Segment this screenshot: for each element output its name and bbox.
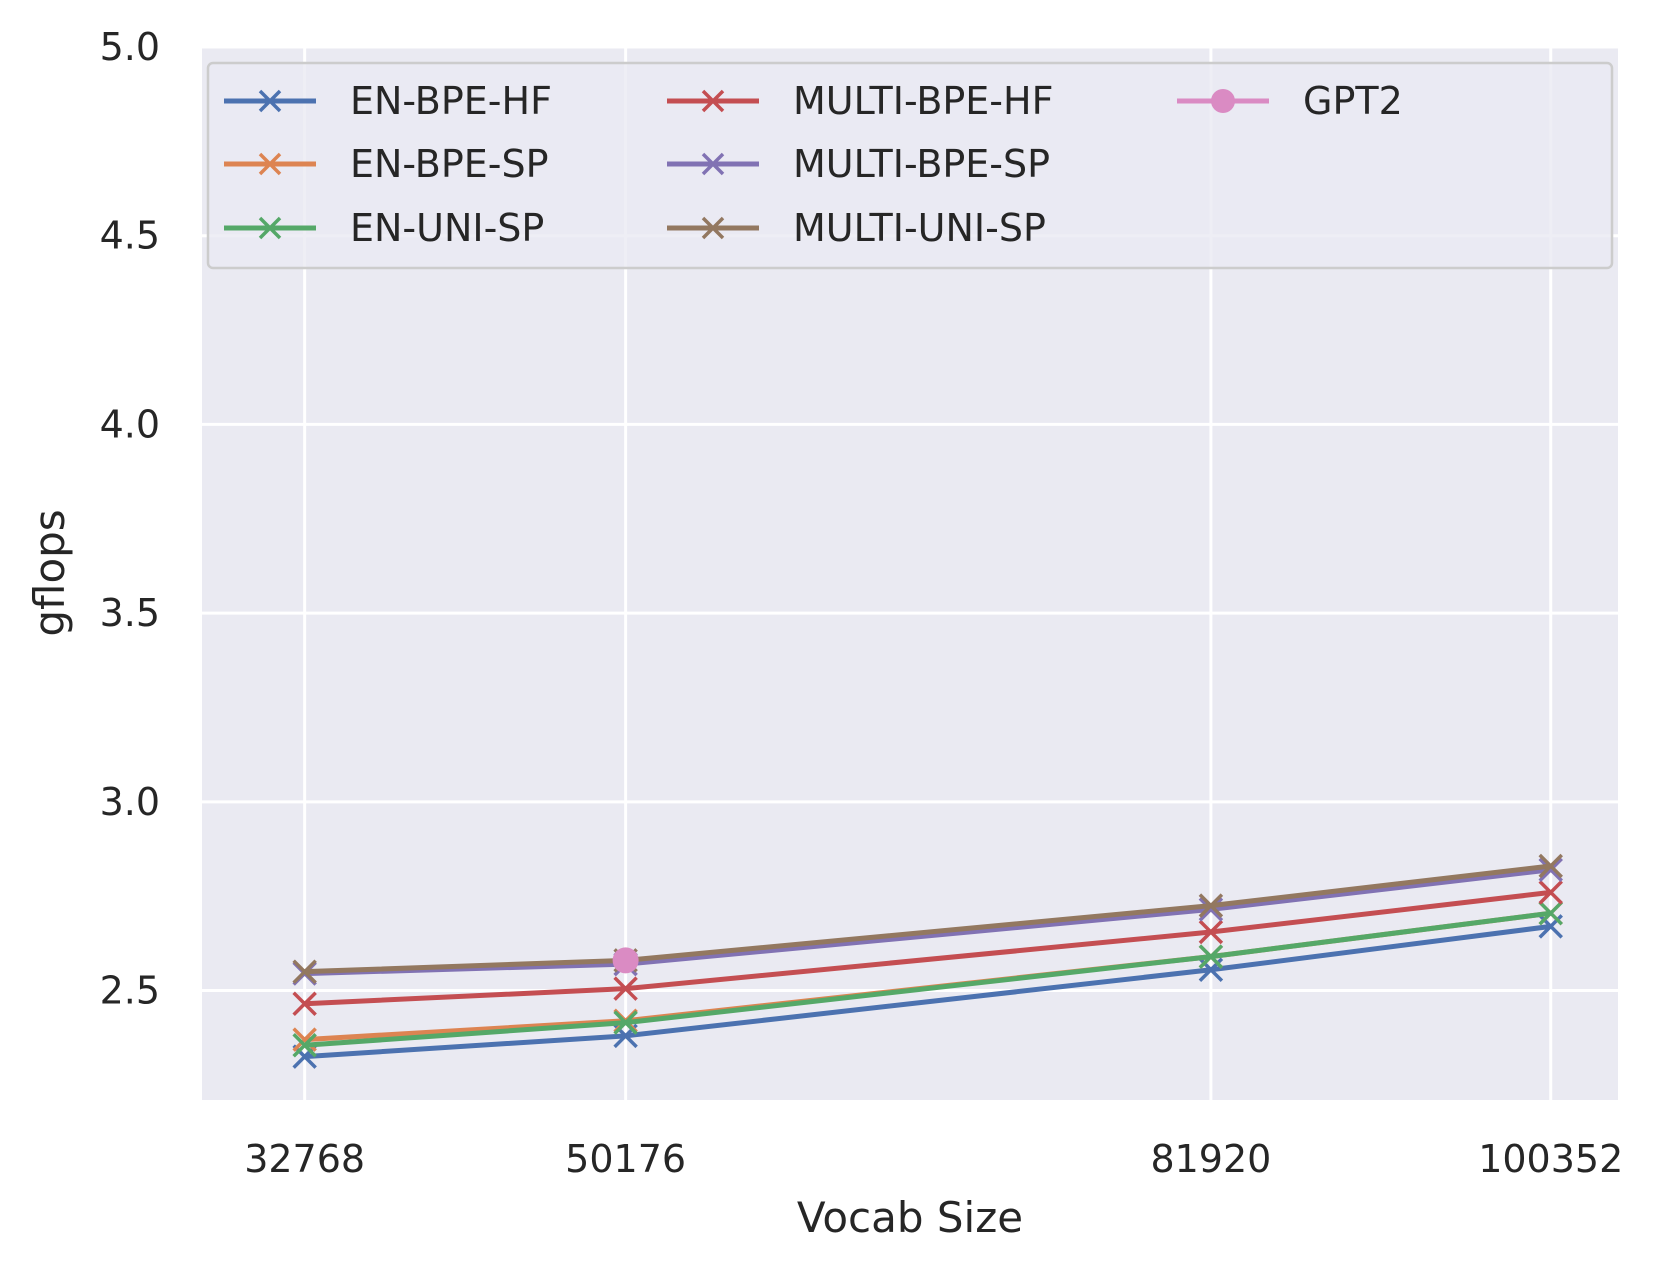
legend-label: MULTI-UNI-SP xyxy=(793,206,1046,250)
data-point xyxy=(613,1010,638,1035)
legend-label: MULTI-BPE-HF xyxy=(793,79,1053,123)
x-tick-label: 100352 xyxy=(1478,1137,1623,1181)
y-tick-label: 5.0 xyxy=(100,25,160,69)
legend-frame xyxy=(206,61,1614,270)
data-point xyxy=(1538,880,1563,905)
x-tick-label: 32768 xyxy=(244,1137,365,1181)
legend: EN-BPE-HF EN-BPE-SP EN-UNI-SP MULTI-BPE-HF M… xyxy=(206,61,1614,270)
legend-marker xyxy=(258,89,282,113)
legend-item-en-uni-sp: EN-UNI-SP xyxy=(224,206,544,250)
x-tick-label: 81920 xyxy=(1150,1137,1271,1181)
data-point xyxy=(1538,853,1563,879)
series-line xyxy=(304,863,1552,975)
series-line xyxy=(304,867,1552,977)
series-multi-bpe-hf xyxy=(292,880,1563,1016)
legend-item-multi-bpe-sp: MULTI-BPE-SP xyxy=(667,142,1050,186)
x-tick-labels: 32768 50176 81920 100352 xyxy=(244,1137,1623,1181)
data-point xyxy=(1198,893,1224,918)
series-line xyxy=(304,923,1552,1060)
y-axis-label: gflops xyxy=(25,509,74,636)
data-point xyxy=(292,991,317,1016)
y-tick-labels: 2.5 3.0 3.5 4.0 4.5 5.0 xyxy=(100,25,160,1013)
y-tick-label: 2.5 xyxy=(100,969,160,1013)
legend-label: EN-BPE-SP xyxy=(350,142,549,186)
data-point xyxy=(1198,919,1224,945)
series-line xyxy=(304,889,1552,1007)
legend-marker xyxy=(258,152,282,176)
legend-label: EN-UNI-SP xyxy=(350,206,544,250)
y-tick-label: 4.0 xyxy=(100,402,160,446)
data-point xyxy=(292,959,317,984)
x-axis-label: Vocab Size xyxy=(797,1193,1023,1242)
y-tick-label: 3.5 xyxy=(100,591,160,635)
series-line xyxy=(304,910,1552,1048)
legend-label: EN-BPE-HF xyxy=(350,79,552,123)
data-point xyxy=(292,1033,317,1058)
legend-marker xyxy=(258,216,282,240)
legend-label: GPT2 xyxy=(1303,79,1403,123)
data-point xyxy=(1538,857,1563,883)
legend-marker xyxy=(1211,89,1235,113)
legend-item-en-bpe-sp: EN-BPE-SP xyxy=(224,142,549,186)
series-en-uni-sp xyxy=(292,900,1563,1058)
data-point xyxy=(613,976,638,1001)
series-gpt2 xyxy=(612,947,639,974)
y-tick-label: 3.0 xyxy=(100,780,160,824)
y-tick-label: 4.5 xyxy=(100,214,160,258)
x-tick-label: 50176 xyxy=(565,1137,686,1181)
legend-item-en-bpe-hf: EN-BPE-HF xyxy=(224,79,552,123)
series-layer xyxy=(292,853,1563,1069)
legend-label: MULTI-BPE-SP xyxy=(793,142,1050,186)
legend-item-multi-bpe-hf: MULTI-BPE-HF xyxy=(667,79,1053,123)
legend-marker xyxy=(701,152,725,176)
data-point xyxy=(612,947,639,974)
data-point xyxy=(1198,944,1224,969)
legend-marker xyxy=(701,216,725,240)
data-point xyxy=(1198,897,1224,922)
legend-item-gpt2: GPT2 xyxy=(1177,79,1403,123)
data-point xyxy=(1538,900,1563,926)
legend-marker xyxy=(701,89,725,113)
legend-item-multi-uni-sp: MULTI-UNI-SP xyxy=(667,206,1046,250)
